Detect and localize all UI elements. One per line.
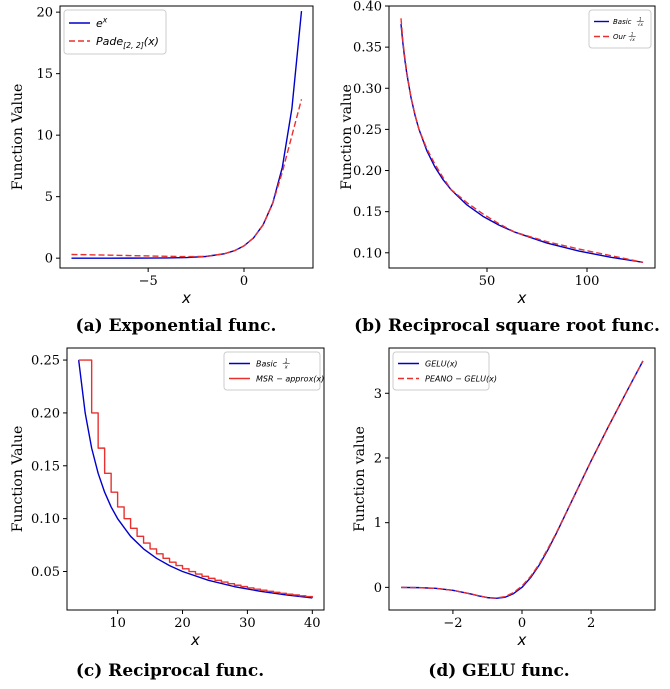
x-tick-label: 100 [575, 274, 600, 289]
subfigure-caption: (b) Reciprocal square root func. [354, 316, 660, 336]
legend-fraction-numerator: 1 [631, 32, 634, 38]
y-axis-label: Function Value [10, 426, 26, 533]
y-tick-label: 0.20 [353, 164, 382, 179]
x-axis-label: x [190, 631, 200, 649]
x-axis-label: x [181, 289, 191, 307]
x-tick-label: 2 [587, 616, 595, 631]
x-axis-label: x [517, 631, 527, 649]
y-axis-label: Function value [339, 84, 355, 190]
legend-label: PEANO − GELU(x) [425, 374, 497, 383]
x-tick-label: 20 [174, 616, 191, 631]
legend-label: Basic [256, 359, 278, 368]
y-tick-label: 0.15 [31, 459, 60, 474]
legend-box [588, 9, 652, 49]
y-tick-label: 0.40 [353, 0, 382, 15]
chart-panel-a: −5 0 0 5 10 15 20 x Function Value (a) Exponentia… [10, 5, 314, 336]
legend-fraction-denominator: √x [630, 37, 636, 43]
series-line-2 [401, 360, 644, 599]
legend-label: MSR − approx(x) [256, 374, 324, 383]
series-line-1 [400, 24, 644, 264]
y-tick-label: 0.10 [31, 512, 60, 527]
series-line-1 [77, 359, 313, 599]
x-tick-label: 0 [240, 274, 248, 289]
plot-area [71, 11, 303, 259]
y-tick-label: 0.05 [31, 565, 60, 580]
y-tick-label: 10 [36, 129, 53, 144]
y-tick-label: 0.10 [353, 246, 382, 261]
y-tick-label: 0 [45, 252, 53, 267]
legend-fraction-numerator: 1 [285, 359, 288, 365]
legend-fraction-denominator: x [284, 364, 288, 370]
y-tick-label: 15 [36, 67, 53, 82]
axes-frame [388, 5, 656, 269]
axes-frame [66, 347, 325, 611]
legend: ex Pade[2, 2](x) [63, 9, 167, 55]
plot-area [401, 360, 644, 600]
legend: GELU(x) PEANO − GELU(x) [392, 351, 497, 391]
y-tick-label: 5 [45, 190, 53, 205]
y-tick-label: 2 [374, 451, 382, 466]
y-tick-label: 0.15 [353, 205, 382, 220]
x-tick-label: 10 [109, 616, 126, 631]
plot-area [400, 18, 644, 264]
series-line-2 [400, 18, 644, 264]
x-tick-label: 50 [479, 274, 496, 289]
y-tick-label: 0 [374, 581, 382, 596]
plot-area [77, 359, 314, 599]
series-line-2 [71, 99, 303, 258]
subfigure-caption: (c) Reciprocal func. [76, 661, 264, 681]
x-tick-label: 40 [304, 616, 321, 631]
x-tick-label: 0 [518, 616, 526, 631]
y-tick-label: 0.25 [31, 354, 60, 369]
legend: Basic 1x MSR − approx(x) [223, 351, 324, 391]
series-line-1 [401, 360, 644, 600]
legend-label: Basic [613, 18, 632, 26]
x-axis-label: x [517, 289, 527, 307]
legend-box [63, 9, 167, 55]
y-tick-label: 0.35 [353, 41, 382, 56]
x-tick-label: −2 [443, 616, 462, 631]
y-tick-label: 3 [374, 387, 382, 402]
y-tick-label: 0.25 [353, 123, 382, 138]
y-tick-label: 0.20 [31, 406, 60, 421]
axes-frame [59, 5, 314, 269]
legend-fraction-denominator: √x [638, 22, 644, 28]
legend-label: ex [96, 15, 108, 29]
chart-panel-c: 10 20 30 40 0.05 0.10 0.15 0.20 0.25 x Function Va… [10, 347, 325, 681]
legend-fraction-numerator: 1 [639, 17, 642, 23]
y-tick-label: 1 [374, 516, 382, 531]
x-tick-label: 30 [239, 616, 256, 631]
y-axis-label: Function value [352, 426, 368, 532]
chart-panel-b: 50 100 0.10 0.15 0.20 0.25 0.30 0.35 0.40 x Functi… [339, 0, 660, 336]
legend-label: GELU(x) [425, 359, 458, 368]
subfigure-caption: (d) GELU func. [428, 661, 569, 681]
legend-box [223, 351, 321, 391]
y-tick-label: 0.30 [353, 82, 382, 97]
x-tick-label: −5 [139, 274, 158, 289]
subfigure-caption: (a) Exponential func. [76, 316, 277, 336]
chart-panel-d: −2 0 2 0 1 2 3 x Function value (d) GELU func. GEL… [352, 347, 656, 681]
legend-label: Pade[2, 2](x) [96, 35, 159, 50]
legend-box [392, 351, 490, 391]
y-axis-label: Function Value [10, 84, 26, 191]
y-tick-label: 20 [36, 6, 53, 21]
series-line-2 [78, 359, 314, 598]
legend-label: Our [613, 33, 627, 41]
